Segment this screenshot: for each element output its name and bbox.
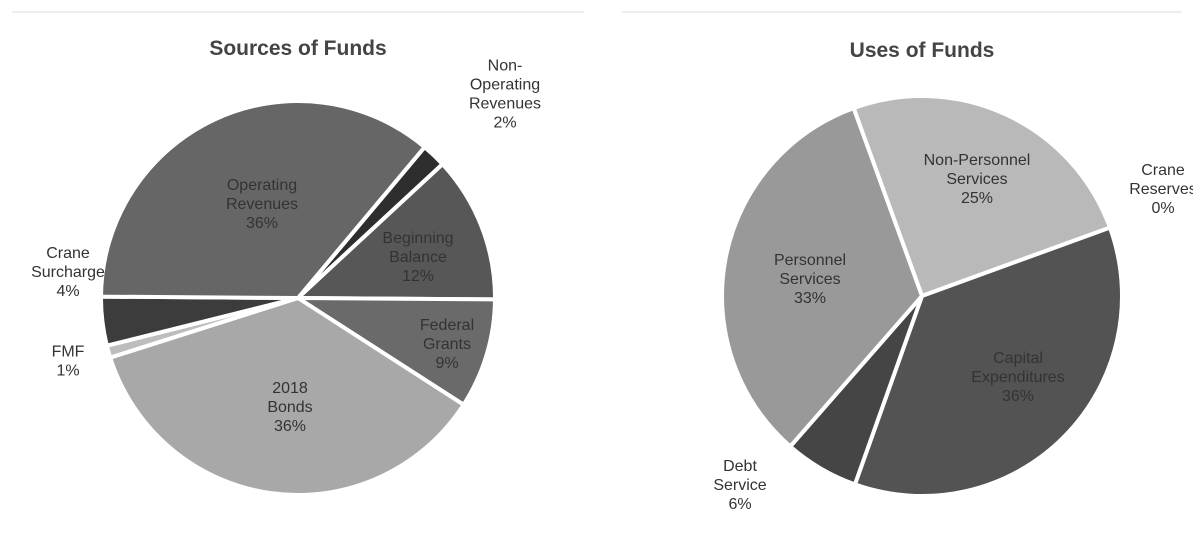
label-line: FMF	[52, 344, 85, 361]
label-line: Non-Personnel	[924, 152, 1031, 169]
slice-value: 36%	[1002, 388, 1034, 405]
slice-value: 36%	[246, 215, 278, 232]
label-line: Operating	[227, 177, 297, 194]
label-line: 2018	[272, 380, 308, 397]
slice-label: Non- Operating Revenues	[469, 58, 541, 113]
label-line: Grants	[423, 336, 471, 353]
slice-label: Beginning Balance	[382, 230, 453, 266]
chart-title: Uses of Funds	[850, 39, 995, 62]
pie-slice	[296, 162, 497, 302]
slice-value: 25%	[961, 190, 993, 207]
label-line: Services	[946, 171, 1007, 188]
pie-slice	[108, 296, 466, 497]
pie-slice	[851, 93, 1112, 298]
pie-slice	[720, 106, 924, 449]
slice-label: 2018 Bonds	[267, 380, 312, 416]
label-line: Federal	[420, 317, 474, 334]
label-line: Operating	[470, 77, 540, 94]
label-line: Balance	[389, 249, 447, 266]
slice-label: Crane Surcharge	[31, 245, 105, 281]
label-line: Debt	[723, 458, 757, 475]
label-line: Services	[779, 271, 840, 288]
slice-value: 9%	[435, 355, 458, 372]
slice-label: Capital Expenditures	[971, 350, 1064, 386]
pie-slice	[99, 99, 427, 300]
slice-label: Operating Revenues	[226, 177, 298, 213]
slice-value: 6%	[728, 496, 751, 513]
slice-value: 1%	[56, 363, 79, 380]
slice-value: 36%	[274, 418, 306, 435]
slice-value: 0%	[1151, 200, 1174, 217]
label-line: Crane	[46, 245, 90, 262]
label-line: Bonds	[267, 399, 312, 416]
label-line: Beginning	[382, 230, 453, 247]
label-line: Reserves	[1129, 181, 1193, 198]
label-line: Expenditures	[971, 369, 1064, 386]
label-line: Revenues	[226, 196, 298, 213]
slice-label: Non-Personnel Services	[924, 152, 1031, 188]
slice-value: 33%	[794, 290, 826, 307]
slice-label: FMF	[52, 344, 85, 361]
label-line: Revenues	[469, 96, 541, 113]
pie-slice	[296, 296, 497, 407]
label-line: Non-	[488, 58, 523, 75]
label-line: Service	[713, 477, 766, 494]
slice-value: 2%	[493, 115, 516, 132]
slice-value: 12%	[402, 268, 434, 285]
label-line: Capital	[993, 350, 1043, 367]
label-line: Crane	[1141, 162, 1185, 179]
label-line: Surcharge	[31, 264, 105, 281]
slice-value: 4%	[56, 283, 79, 300]
label-line: Personnel	[774, 252, 846, 269]
chart-title: Sources of Funds	[209, 37, 386, 60]
slice-label: Personnel Services	[774, 252, 846, 288]
slice-label: Federal Grants	[420, 317, 474, 353]
slice-label: Crane Reserves	[1129, 162, 1193, 198]
pie-slice	[852, 225, 1125, 498]
slice-label: Debt Service	[713, 458, 766, 494]
